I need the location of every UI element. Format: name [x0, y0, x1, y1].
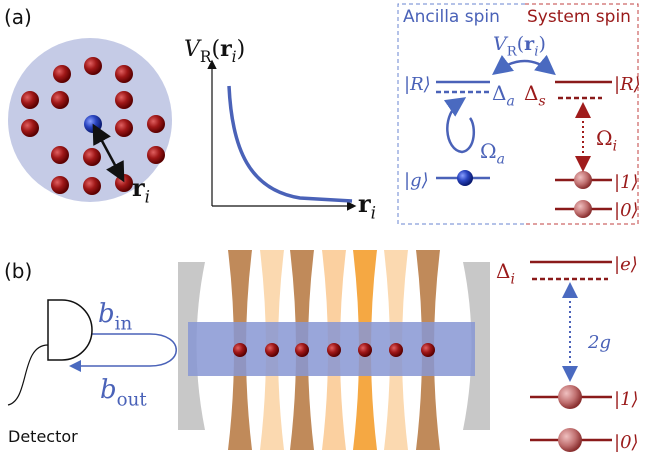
atom	[53, 65, 71, 83]
drive-label: Ωa	[480, 139, 505, 168]
math-part: r	[358, 189, 371, 218]
detector-cable	[8, 345, 48, 405]
math-part: a	[506, 94, 514, 110]
ancilla-atom	[457, 170, 473, 186]
math-part: b	[100, 375, 117, 405]
panel-label: (b)	[4, 259, 32, 283]
level-label: |g⟩	[404, 170, 429, 191]
atom	[21, 119, 39, 137]
math-part: r	[132, 173, 145, 202]
atom	[295, 343, 309, 357]
atom	[51, 176, 69, 194]
math-part: i	[145, 187, 150, 207]
math-part: Δ	[492, 81, 506, 105]
atom	[83, 148, 101, 166]
math-part: a	[497, 152, 505, 168]
atom	[327, 343, 341, 357]
math-part: r	[220, 36, 232, 62]
atom	[115, 119, 133, 137]
math-part: i	[613, 139, 617, 155]
math-part: Ω	[480, 139, 497, 163]
potential-curve	[229, 86, 352, 201]
interaction-arrow	[496, 61, 552, 72]
page: (a)riVR(ri)riAncilla spinSystem spinVR(r…	[0, 0, 645, 462]
math-part: i	[371, 203, 376, 223]
ancilla-atom	[84, 115, 102, 133]
atom	[83, 177, 101, 195]
math-part: s	[538, 94, 545, 110]
detuning-label: Δs	[524, 81, 546, 110]
level-label: |0⟩	[614, 432, 639, 453]
system-atom	[558, 385, 582, 409]
input-label: bin	[98, 299, 132, 334]
system-title: System spin	[527, 7, 631, 27]
math-part: b	[98, 299, 115, 329]
math-part: (	[517, 33, 524, 55]
atom	[84, 57, 102, 75]
atom	[358, 343, 372, 357]
atom	[115, 174, 133, 192]
y-axis-label: VR(ri)	[184, 36, 245, 66]
math-part: in	[115, 313, 133, 334]
drive-label: Ωi	[596, 126, 617, 155]
math-part: Ω	[596, 126, 613, 150]
output-label: bout	[100, 375, 147, 410]
atom	[389, 343, 403, 357]
level-label: |1⟩	[614, 389, 639, 410]
figure: (a)riVR(ri)riAncilla spinSystem spinVR(r…	[0, 0, 645, 462]
panel-label: (a)	[4, 5, 32, 29]
detuning-label: Δa	[492, 81, 515, 110]
atom	[115, 91, 133, 109]
detuning-label: Δi	[496, 259, 515, 288]
ancilla-title: Ancilla spin	[403, 7, 500, 27]
math-part: )	[237, 37, 246, 62]
math-part: Δ	[496, 259, 510, 283]
atom	[51, 91, 69, 109]
coupling-label: 2g	[587, 332, 611, 353]
level-label: |R⟩	[614, 74, 641, 95]
system-atom	[574, 171, 592, 189]
atom	[421, 343, 435, 357]
math-part: Δ	[524, 81, 538, 105]
atom	[147, 146, 165, 164]
detector-label: Detector	[8, 427, 78, 446]
level-label: |0⟩	[614, 200, 639, 221]
atom	[233, 343, 247, 357]
atom	[115, 65, 133, 83]
atom	[265, 343, 279, 357]
math-part: out	[117, 389, 148, 410]
interaction-label: VR(ri)	[493, 33, 546, 59]
math-part: )	[538, 33, 545, 55]
x-axis-label: ri	[358, 189, 376, 223]
detector-icon	[48, 300, 92, 360]
math-part: (	[211, 37, 220, 62]
level-label: |R⟩	[404, 74, 431, 95]
ancilla-drive-arrow	[447, 100, 473, 152]
math-part: i	[510, 272, 514, 288]
math-part: R	[200, 48, 212, 66]
system-atom	[574, 200, 592, 218]
level-label: |e⟩	[614, 254, 638, 275]
atom	[147, 115, 165, 133]
level-label: |1⟩	[614, 172, 639, 193]
atom	[51, 146, 69, 164]
system-atom	[558, 428, 582, 452]
atom	[21, 91, 39, 109]
